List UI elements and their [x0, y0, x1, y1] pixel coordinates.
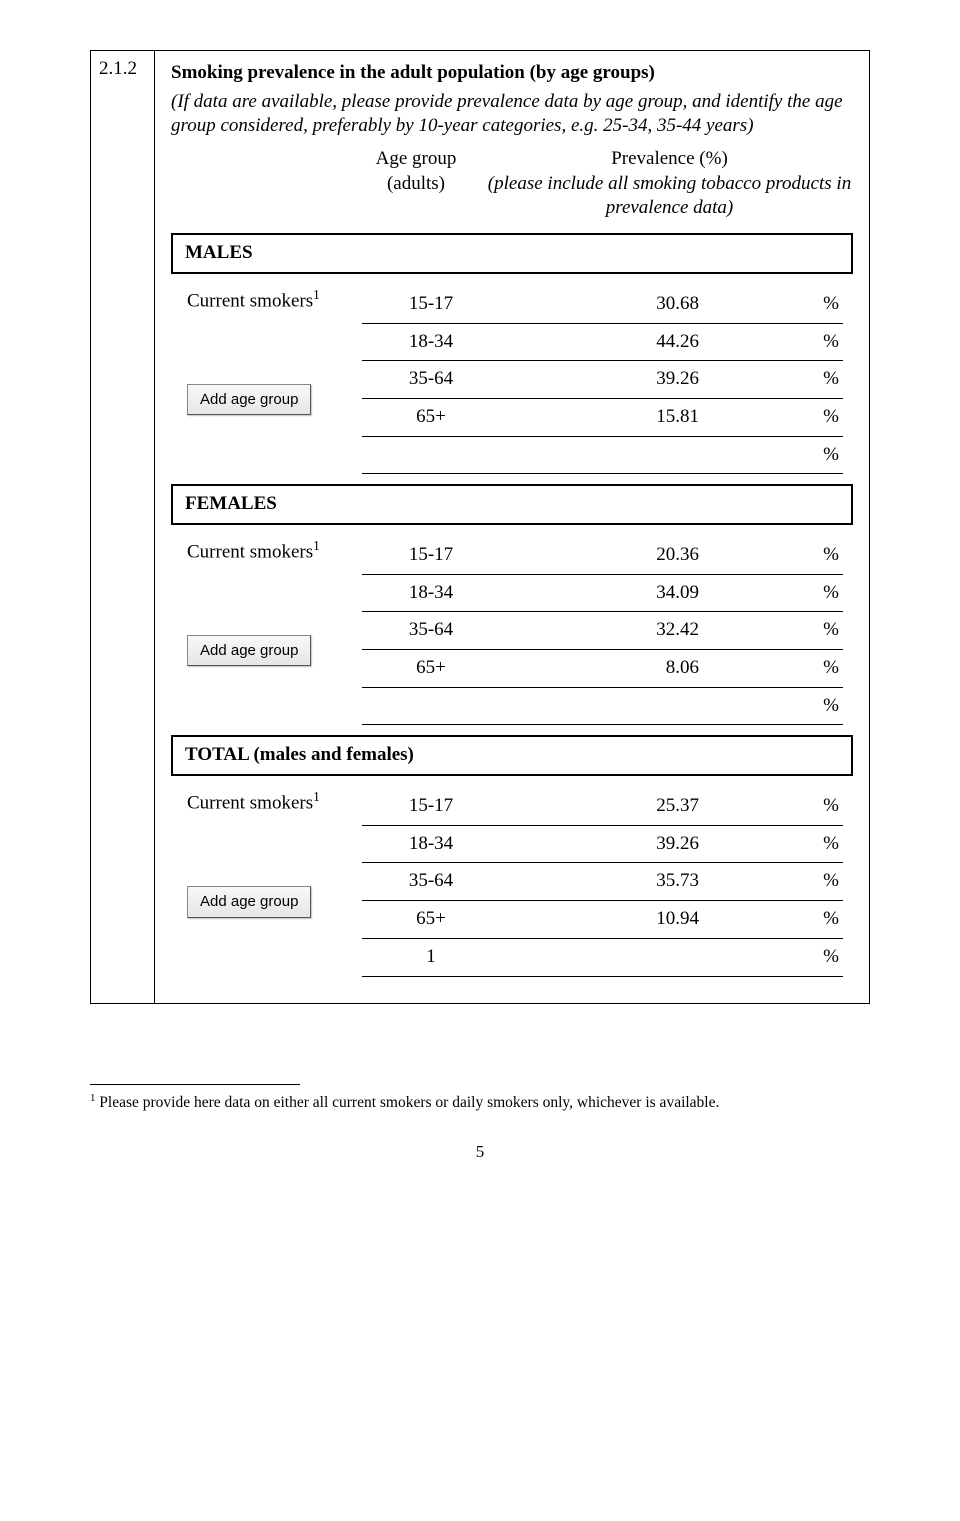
- percent-symbol: %: [809, 907, 839, 932]
- group-heading-total: TOTAL (males and females): [171, 735, 853, 776]
- age-cell: 18-34: [366, 832, 496, 857]
- header-prevalence: Prevalence (%) (please include all smoki…: [486, 147, 853, 221]
- age-cell: 15-17: [366, 794, 496, 819]
- add-age-group-button[interactable]: Add age group: [187, 384, 311, 416]
- percent-symbol: %: [809, 832, 839, 857]
- footnote-separator: [90, 1084, 300, 1085]
- total-rows: 15-1725.37% 18-3439.26% 35-6435.73% 65+1…: [362, 788, 843, 976]
- section-table: 2.1.2 Smoking prevalence in the adult po…: [90, 50, 870, 1004]
- age-cell: 35-64: [366, 618, 496, 643]
- value-cell: 39.26: [496, 367, 809, 392]
- section-number-cell: 2.1.2: [91, 51, 155, 1004]
- data-row: 18-3434.09%: [362, 575, 843, 613]
- section-intro: (If data are available, please provide p…: [171, 90, 853, 139]
- page-number: 5: [90, 1141, 870, 1163]
- age-cell: 35-64: [366, 367, 496, 392]
- percent-symbol: %: [809, 656, 839, 681]
- data-row: 1%: [362, 939, 843, 977]
- data-row: 18-3439.26%: [362, 826, 843, 864]
- data-row: 35-6432.42%: [362, 612, 843, 650]
- percent-symbol: %: [809, 618, 839, 643]
- females-block: Current smokers1 Add age group 15-1720.3…: [171, 537, 853, 725]
- group-heading-females: FEMALES: [171, 484, 853, 525]
- data-row: 65+8.06%: [362, 650, 843, 688]
- add-age-group-button[interactable]: Add age group: [187, 886, 311, 918]
- percent-symbol: %: [809, 367, 839, 392]
- main-content-cell: Smoking prevalence in the adult populati…: [155, 51, 870, 1004]
- males-rows: 15-1730.68% 18-3444.26% 35-6439.26% 65+1…: [362, 286, 843, 474]
- age-cell: 65+: [366, 405, 496, 430]
- data-row: 15-1730.68%: [362, 286, 843, 324]
- age-cell: 65+: [366, 907, 496, 932]
- column-header-row: Age group (adults) Prevalence (%) (pleas…: [171, 147, 853, 221]
- value-cell: 35.73: [496, 869, 809, 894]
- age-cell: 18-34: [366, 330, 496, 355]
- percent-symbol: %: [809, 581, 839, 606]
- value-cell: 20.36: [496, 543, 809, 568]
- data-row: 15-1725.37%: [362, 788, 843, 826]
- age-cell: 15-17: [366, 543, 496, 568]
- data-row: 15-1720.36%: [362, 537, 843, 575]
- section-number: 2.1.2: [99, 58, 137, 79]
- value-cell: 32.42: [496, 618, 809, 643]
- footnote: 1 Please provide here data on either all…: [90, 1091, 870, 1113]
- age-cell: 1: [366, 945, 496, 970]
- value-cell: 25.37: [496, 794, 809, 819]
- current-smokers-label: Current smokers1: [187, 286, 362, 314]
- data-row: %: [362, 437, 843, 475]
- group-heading-males: MALES: [171, 233, 853, 274]
- value-cell: 39.26: [496, 832, 809, 857]
- females-rows: 15-1720.36% 18-3434.09% 35-6432.42% 65+8…: [362, 537, 843, 725]
- section-title: Smoking prevalence in the adult populati…: [171, 61, 853, 86]
- percent-symbol: %: [809, 443, 839, 468]
- current-smokers-label: Current smokers1: [187, 788, 362, 816]
- value-cell: 10.94: [496, 907, 809, 932]
- percent-symbol: %: [809, 945, 839, 970]
- value-cell: 8.06: [496, 656, 809, 681]
- data-row: 35-6439.26%: [362, 361, 843, 399]
- age-cell: 35-64: [366, 869, 496, 894]
- data-row: %: [362, 688, 843, 726]
- age-cell: 18-34: [366, 581, 496, 606]
- data-row: 65+15.81%: [362, 399, 843, 437]
- data-row: 35-6435.73%: [362, 863, 843, 901]
- value-cell: 15.81: [496, 405, 809, 430]
- data-row: 65+10.94%: [362, 901, 843, 939]
- value-cell: 34.09: [496, 581, 809, 606]
- males-block: Current smokers1 Add age group 15-1730.6…: [171, 286, 853, 474]
- percent-symbol: %: [809, 694, 839, 719]
- percent-symbol: %: [809, 869, 839, 894]
- percent-symbol: %: [809, 405, 839, 430]
- current-smokers-label: Current smokers1: [187, 537, 362, 565]
- add-age-group-button[interactable]: Add age group: [187, 635, 311, 667]
- value-cell: 44.26: [496, 330, 809, 355]
- data-row: 18-3444.26%: [362, 324, 843, 362]
- age-cell: 65+: [366, 656, 496, 681]
- header-age-group: Age group (adults): [346, 147, 486, 196]
- value-cell: 30.68: [496, 292, 809, 317]
- percent-symbol: %: [809, 330, 839, 355]
- total-block: Current smokers1 Add age group 15-1725.3…: [171, 788, 853, 976]
- percent-symbol: %: [809, 794, 839, 819]
- age-cell: 15-17: [366, 292, 496, 317]
- percent-symbol: %: [809, 543, 839, 568]
- percent-symbol: %: [809, 292, 839, 317]
